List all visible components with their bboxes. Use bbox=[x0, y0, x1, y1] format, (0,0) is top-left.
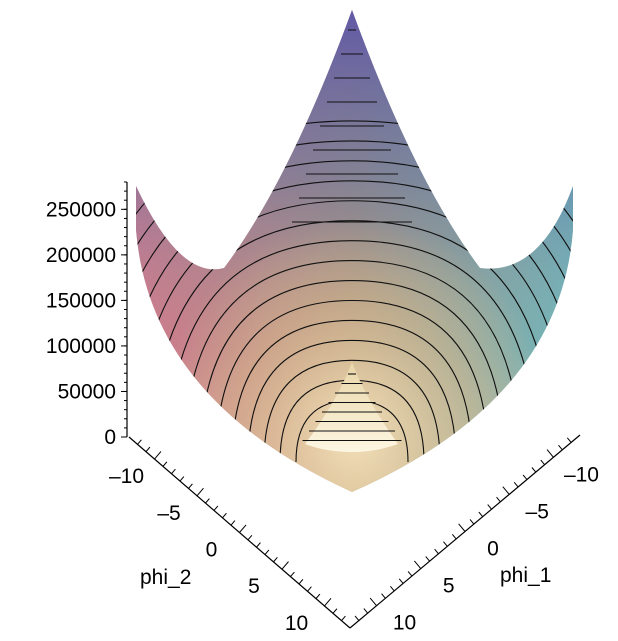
x-minor-tick bbox=[496, 496, 501, 503]
x-minor-tick bbox=[478, 511, 484, 517]
y-tick-label: –10 bbox=[109, 465, 144, 488]
z-axis-ticks: 0 50000 100000 150000 200000 250000 bbox=[46, 198, 127, 449]
y-minor-tick bbox=[222, 512, 227, 519]
x-minor-tick bbox=[540, 459, 545, 466]
x-minor-tick bbox=[546, 449, 554, 458]
y-minor-tick bbox=[179, 476, 185, 482]
y-minor-tick bbox=[213, 505, 219, 511]
y-minor-tick bbox=[205, 498, 210, 504]
contour-line bbox=[231, 319, 473, 463]
y-minor-tick bbox=[247, 534, 253, 541]
y-tick-label: 0 bbox=[206, 539, 218, 562]
x-minor-tick bbox=[425, 556, 430, 562]
z-tick-label: 0 bbox=[104, 426, 116, 449]
y-minor-tick bbox=[171, 468, 176, 475]
x-minor-tick bbox=[522, 474, 528, 480]
x-tick-label: –10 bbox=[564, 463, 599, 486]
surface-bottom-glow bbox=[136, 10, 573, 492]
x-minor-tick bbox=[398, 578, 404, 584]
y-minor-tick bbox=[298, 579, 304, 585]
x-minor-tick bbox=[458, 523, 466, 532]
y-axis: –10 –5 0 5 10 phi_2 bbox=[109, 436, 351, 635]
x-axis-title: phi_1 bbox=[500, 564, 551, 587]
contour-line bbox=[263, 359, 441, 463]
y-tick-label: –5 bbox=[157, 502, 180, 525]
contour-line bbox=[136, 140, 573, 463]
z-tick-label: 100000 bbox=[46, 335, 116, 358]
y-minor-tick bbox=[145, 446, 151, 453]
contour-line bbox=[247, 339, 457, 463]
z-axis: 0 50000 100000 150000 200000 250000 bbox=[46, 181, 128, 449]
y-minor-tick bbox=[281, 561, 289, 570]
x-minor-tick bbox=[502, 486, 510, 495]
x-axis-ticks: –10 –5 0 5 10 bbox=[393, 463, 599, 634]
y-minor-tick bbox=[230, 520, 236, 526]
x-tick-label: 10 bbox=[393, 612, 416, 635]
y-minor-tick bbox=[273, 556, 278, 563]
x-minor-tick bbox=[531, 467, 537, 473]
z-tick-label: 200000 bbox=[46, 244, 116, 267]
contour-line bbox=[167, 240, 537, 463]
contour-line bbox=[136, 160, 573, 463]
contour-line bbox=[136, 120, 573, 463]
z-tick-label: 250000 bbox=[46, 198, 116, 221]
y-minor-tick bbox=[332, 608, 338, 614]
x-minor-tick bbox=[443, 541, 448, 547]
y-minor-tick bbox=[162, 461, 168, 467]
x-minor-tick bbox=[566, 437, 572, 443]
x-minor-tick bbox=[513, 482, 519, 488]
x-minor-tick bbox=[558, 444, 563, 451]
y-minor-tick bbox=[324, 598, 332, 607]
y-minor-tick bbox=[137, 439, 142, 445]
x-minor-tick bbox=[451, 533, 457, 540]
x-minor-tick bbox=[413, 560, 422, 569]
x-minor-tick bbox=[487, 504, 492, 510]
y-minor-tick bbox=[154, 451, 162, 460]
x-tick-label: 0 bbox=[487, 538, 499, 561]
y-tick-label: 10 bbox=[285, 612, 308, 635]
x-axis: –10 –5 0 5 10 phi_1 bbox=[349, 434, 599, 635]
y-minor-tick bbox=[307, 586, 312, 592]
contour-line bbox=[199, 279, 505, 463]
x-minor-tick bbox=[390, 585, 395, 592]
x-minor-tick bbox=[354, 615, 360, 621]
x-axis-minor-ticks bbox=[354, 437, 572, 621]
z-tick-label: 150000 bbox=[46, 289, 116, 312]
y-minor-tick bbox=[315, 593, 321, 599]
front-corner-contours bbox=[302, 373, 402, 442]
y-tick-label: 5 bbox=[248, 575, 260, 598]
y-minor-tick bbox=[188, 483, 193, 489]
x-minor-tick bbox=[407, 571, 413, 577]
y-minor-tick bbox=[256, 542, 261, 548]
y-minor-tick bbox=[196, 487, 204, 497]
x-tick-label: –5 bbox=[526, 500, 549, 523]
x-tick-label: 5 bbox=[443, 575, 455, 598]
contour-line bbox=[151, 220, 553, 463]
y-minor-tick bbox=[290, 571, 295, 577]
y-axis-minor-ticks bbox=[137, 439, 346, 621]
x-minor-tick bbox=[469, 519, 475, 525]
contour-line bbox=[183, 260, 521, 463]
contour-line bbox=[215, 299, 489, 463]
y-minor-tick bbox=[341, 615, 346, 621]
surface bbox=[136, 10, 573, 492]
contour-lines bbox=[136, 29, 573, 463]
x-minor-tick bbox=[434, 548, 439, 555]
y-minor-tick bbox=[264, 549, 270, 555]
x-minor-tick bbox=[369, 597, 377, 607]
front-corner-face bbox=[305, 362, 398, 452]
x-minor-tick bbox=[363, 608, 369, 614]
z-tick-label: 50000 bbox=[58, 380, 116, 403]
y-axis-title: phi_2 bbox=[140, 566, 191, 589]
x-minor-tick bbox=[381, 593, 386, 599]
y-axis-ticks: –10 –5 0 5 10 bbox=[109, 465, 308, 635]
y-minor-tick bbox=[239, 524, 247, 533]
